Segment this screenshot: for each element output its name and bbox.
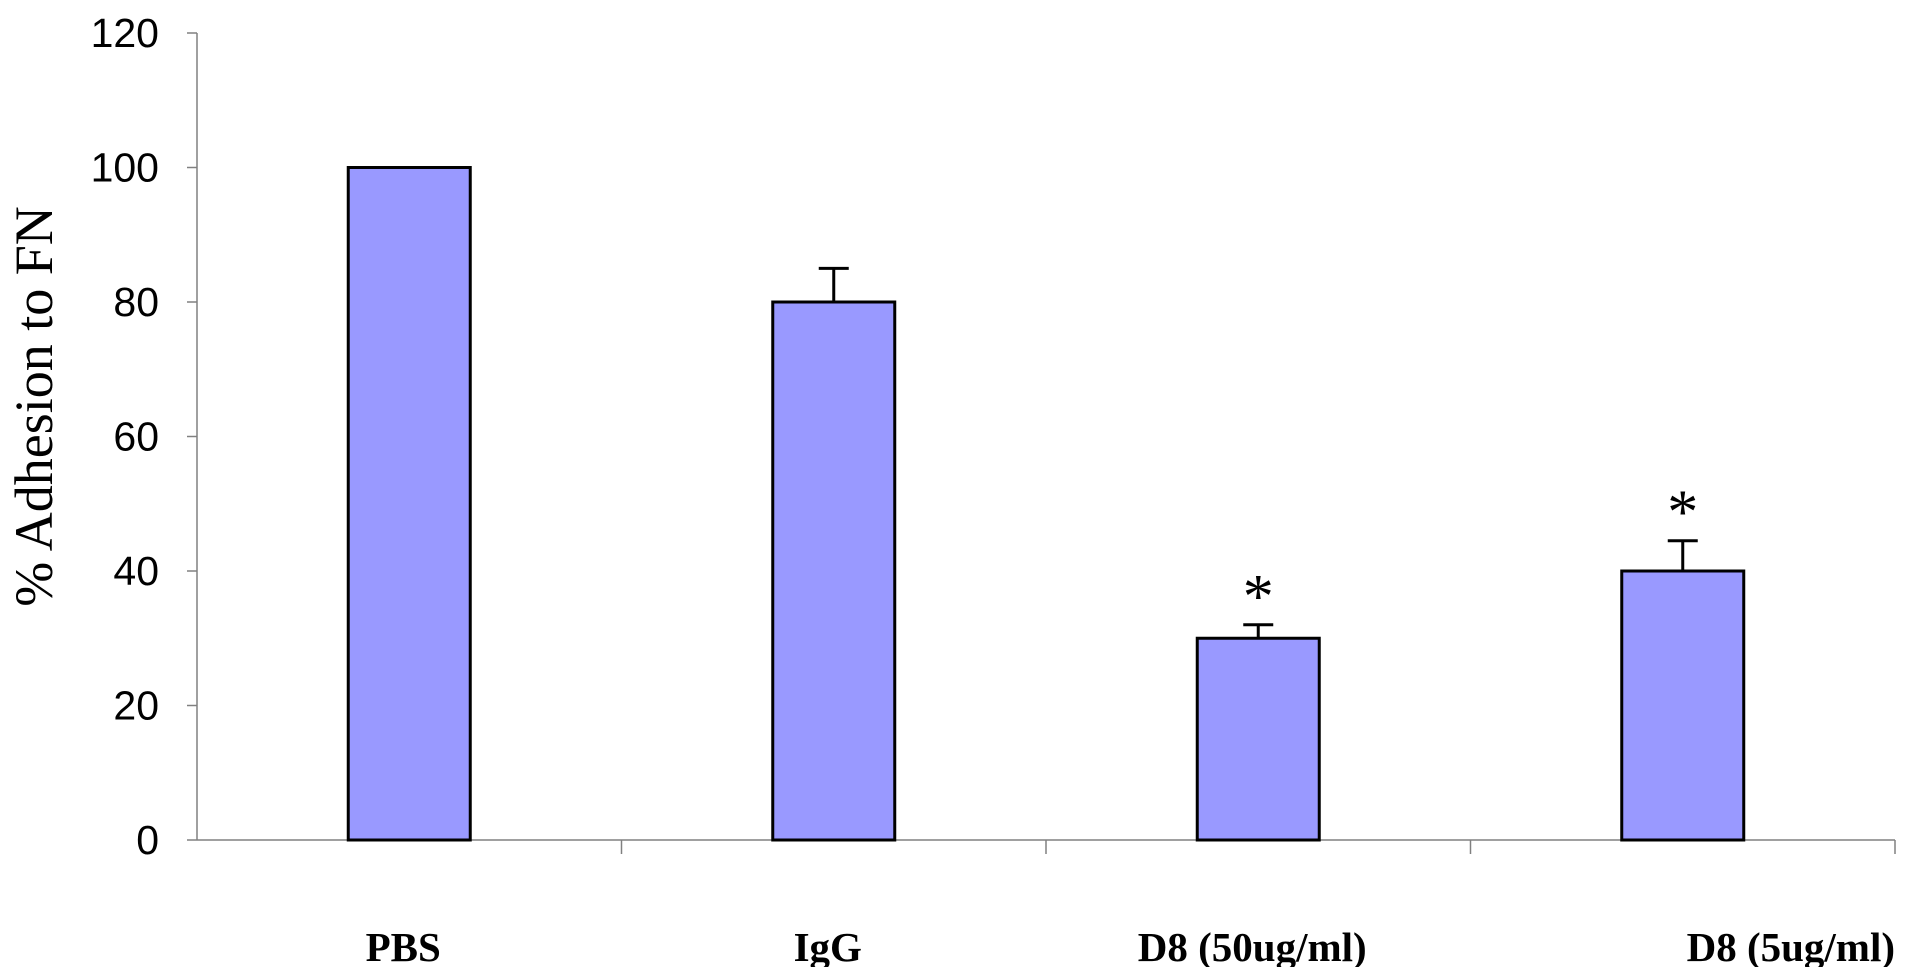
bar (771, 300, 897, 842)
y-axis-label: % Adhesion to FN (4, 206, 64, 607)
y-tick-label: 0 (136, 817, 159, 863)
bar (1195, 636, 1321, 842)
y-tick-label: 40 (113, 548, 159, 594)
x-category-label: D8 (5ug/ml) (1687, 924, 1895, 967)
y-tick-label: 100 (91, 145, 159, 191)
bar (1620, 569, 1746, 842)
y-tick-label: 120 (91, 10, 159, 56)
plot-area: 0 20 40 60 80 100 120 PBS IgG * D8 (50ug/ml) * D8 (5… (4, 10, 1896, 967)
x-category-label: IgG (794, 924, 862, 967)
significance-marker: * (1243, 563, 1274, 631)
y-tick-label: 60 (113, 414, 159, 460)
significance-marker: * (1667, 479, 1698, 547)
bar (346, 166, 472, 842)
y-tick-label: 80 (113, 279, 159, 325)
x-category-label: D8 (50ug/ml) (1138, 924, 1367, 967)
y-tick-label: 20 (113, 683, 159, 729)
x-category-label: PBS (366, 924, 441, 967)
